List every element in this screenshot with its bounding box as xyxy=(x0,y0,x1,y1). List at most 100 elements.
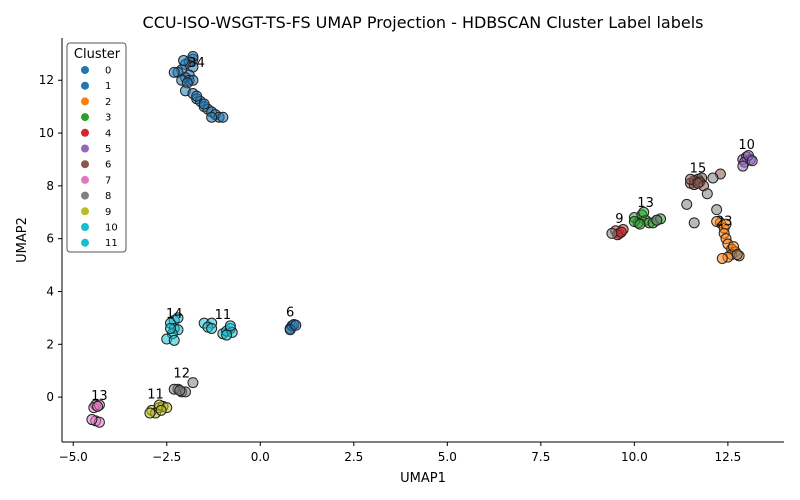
data-point xyxy=(615,226,627,238)
x-tick-label: −2.5 xyxy=(152,450,181,464)
data-point xyxy=(707,172,719,184)
cluster-annotation: 9 xyxy=(615,212,623,227)
data-point xyxy=(720,218,732,230)
x-tick-label: 7.5 xyxy=(531,450,550,464)
legend-marker xyxy=(81,160,89,169)
cluster-annotation: 11 xyxy=(215,308,232,323)
data-point xyxy=(716,252,728,264)
data-point xyxy=(290,319,302,331)
legend-marker xyxy=(81,113,89,122)
points-layer xyxy=(86,50,758,428)
data-point xyxy=(731,249,743,261)
data-point xyxy=(221,329,233,341)
x-tick-label: 0.0 xyxy=(251,450,270,464)
x-tick-label: −5.0 xyxy=(59,450,88,464)
data-point xyxy=(681,198,693,210)
y-tick-label: 4 xyxy=(46,284,54,298)
x-axis-label: UMAP1 xyxy=(400,471,446,486)
data-point xyxy=(172,312,184,324)
data-point xyxy=(688,217,700,229)
cluster-annotation: 14 xyxy=(166,307,183,322)
legend-title: Cluster xyxy=(74,47,121,62)
x-tick-label: 10.0 xyxy=(621,450,648,464)
legend-label: 3 xyxy=(105,113,111,124)
data-point xyxy=(155,404,167,416)
cluster-annotation: 13 xyxy=(91,389,108,404)
data-point xyxy=(737,160,749,172)
legend-label: 7 xyxy=(105,175,111,186)
x-tick-label: 2.5 xyxy=(344,450,363,464)
data-point xyxy=(651,214,663,226)
y-tick-label: 8 xyxy=(46,179,54,193)
cluster-annotation: 23 xyxy=(716,214,733,229)
x-ticks: −5.0 −2.5 0.0 2.5 5.0 7.5 10.0 12.5 xyxy=(59,442,742,464)
data-point xyxy=(701,188,713,200)
data-point xyxy=(206,322,218,334)
cluster-annotation: 15 xyxy=(690,162,707,177)
data-point xyxy=(606,227,618,239)
legend-box xyxy=(66,42,127,253)
legend-label: 11 xyxy=(105,238,118,249)
y-axis-label: UMAP2 xyxy=(15,217,30,263)
legend-marker xyxy=(81,238,89,247)
data-point xyxy=(711,204,723,216)
legend-marker xyxy=(81,66,89,74)
legend-marker xyxy=(81,223,89,231)
data-point xyxy=(92,400,104,412)
y-tick-label: 0 xyxy=(46,390,54,404)
legend-marker xyxy=(81,128,89,137)
y-tick-label: 2 xyxy=(46,337,54,351)
data-point xyxy=(168,334,180,346)
cluster-annotation: 13 xyxy=(637,196,654,211)
legend-marker xyxy=(81,97,89,106)
legend-marker xyxy=(81,191,89,200)
y-tick-label: 6 xyxy=(46,232,54,246)
axes xyxy=(61,38,784,443)
data-point xyxy=(168,66,180,78)
cluster-annotation: 10 xyxy=(738,138,755,153)
legend-label: 10 xyxy=(105,223,118,234)
legend-label: 2 xyxy=(105,97,111,108)
cluster-annotation: 11 xyxy=(147,387,164,402)
legend-label: 4 xyxy=(105,128,111,139)
legend-label: 1 xyxy=(105,81,111,92)
data-point xyxy=(178,54,190,66)
data-point xyxy=(86,414,98,426)
data-point xyxy=(144,407,156,419)
legend-label: 9 xyxy=(105,207,111,218)
data-point xyxy=(164,322,176,334)
data-point xyxy=(187,50,199,62)
x-tick-label: 5.0 xyxy=(438,450,457,464)
data-point xyxy=(198,98,210,110)
y-tick-label: 10 xyxy=(39,126,54,140)
data-point xyxy=(638,206,650,218)
legend-items: 0 1 2 3 4 5 6 7 8 9 10 11 xyxy=(81,66,118,249)
chart-title: CCU-ISO-WSGT-TS-FS UMAP Projection - HDB… xyxy=(143,13,704,32)
cluster-annotation: 6 xyxy=(286,306,294,321)
legend-marker xyxy=(81,81,89,90)
legend-marker xyxy=(81,207,89,216)
data-point xyxy=(191,90,203,102)
legend-marker xyxy=(81,144,89,153)
data-point xyxy=(746,155,758,167)
legend-label: 6 xyxy=(105,160,111,171)
cluster-annotation: 34 xyxy=(188,56,205,71)
data-point xyxy=(206,111,218,123)
x-tick-label: 12.5 xyxy=(715,450,742,464)
data-point xyxy=(217,111,229,123)
data-point xyxy=(187,377,199,389)
y-tick-label: 12 xyxy=(39,73,54,87)
legend-label: 8 xyxy=(105,191,111,202)
legend: Cluster 0 1 2 3 4 5 6 7 8 9 10 11 xyxy=(66,42,127,253)
data-point xyxy=(174,385,186,397)
data-point xyxy=(692,177,704,189)
cluster-annotation: 12 xyxy=(173,366,190,381)
data-point xyxy=(224,320,236,332)
data-point xyxy=(634,218,646,230)
legend-label: 0 xyxy=(105,66,111,77)
legend-label: 5 xyxy=(105,144,111,155)
legend-marker xyxy=(81,175,89,184)
y-ticks: 0 2 4 6 8 10 12 xyxy=(39,73,62,404)
